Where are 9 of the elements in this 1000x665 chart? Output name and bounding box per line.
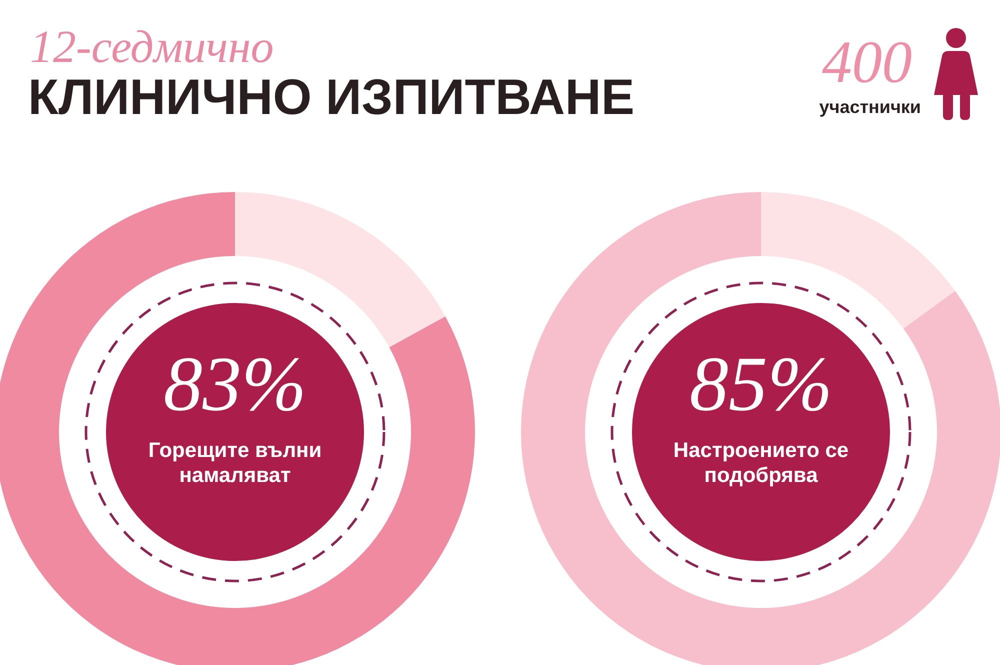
data-label: 85% (690, 340, 832, 427)
data-label: 83% (164, 340, 306, 427)
chart-subtitle: 12-седмично (30, 21, 274, 72)
slice-label: Настроението се подобрява (673, 439, 849, 487)
donut-slice (235, 192, 446, 348)
text: участнички (819, 97, 921, 117)
slice-label: Горещите вълни намаляват (148, 439, 322, 487)
chart-title: КЛИНИЧНО ИЗПИТВАНЕ (28, 69, 634, 125)
text: 400 (822, 29, 912, 95)
